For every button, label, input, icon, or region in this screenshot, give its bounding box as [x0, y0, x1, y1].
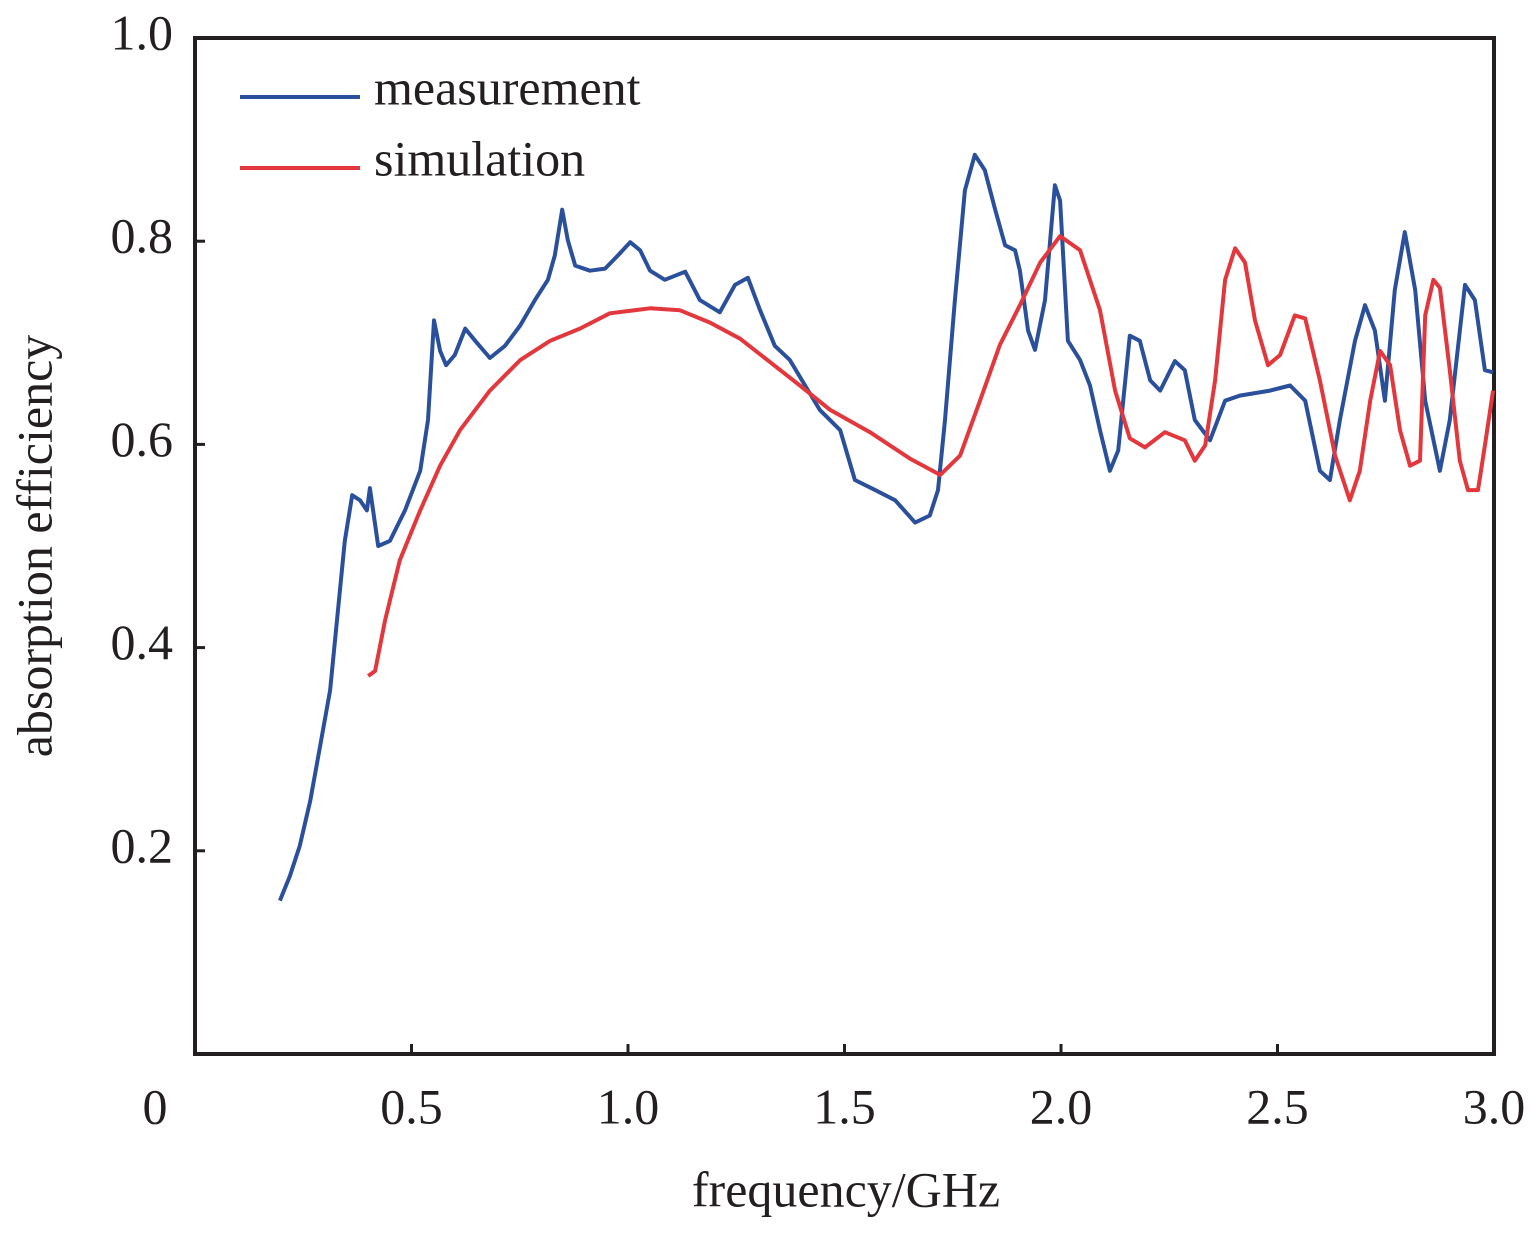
x-tick-label: 3.0 [1463, 1078, 1526, 1134]
legend-label: measurement [374, 59, 641, 115]
x-tick-label: 0 [143, 1078, 168, 1134]
y-tick-label: 1.0 [111, 4, 174, 60]
y-axis-label: absorption efficiency [6, 335, 62, 758]
series-line [367, 234, 1496, 678]
y-tick-label: 0.2 [111, 817, 174, 873]
y-tick-label: 0.8 [111, 208, 174, 264]
x-tick-label: 2.0 [1030, 1078, 1093, 1134]
plot-frame [193, 36, 1496, 1056]
series-line [278, 152, 1494, 902]
x-tick-label: 0.5 [380, 1078, 443, 1134]
x-tick-label: 1.5 [813, 1078, 876, 1134]
x-tick-label: 2.5 [1246, 1078, 1309, 1134]
y-tick-label: 0.4 [111, 614, 174, 670]
x-tick-label: 1.0 [597, 1078, 660, 1134]
y-tick-label: 0.6 [111, 411, 174, 467]
x-axis-label: frequency/GHz [692, 1161, 1000, 1217]
legend-label: simulation [374, 130, 585, 186]
